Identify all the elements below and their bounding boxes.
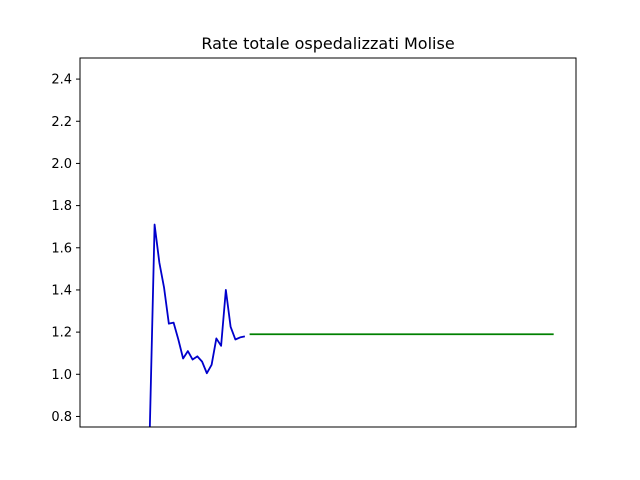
- y-tick-label: 1.0: [51, 368, 72, 383]
- y-axis: 0.8 1.0 1.2 1.4 1.6 1.8 2.0 2.2 2.4: [51, 73, 80, 425]
- y-tick-label: 1.4: [51, 283, 72, 298]
- y-tick-label: 2.4: [51, 73, 72, 88]
- axes-frame: [79, 57, 577, 428]
- y-tick-label: 2.0: [51, 157, 72, 172]
- plot-lines: [148, 223, 554, 427]
- y-tick-label: 1.8: [51, 199, 72, 214]
- series-line-1: [148, 223, 246, 427]
- y-tick-label: 0.8: [51, 410, 72, 425]
- chart-title: Rate totale ospedalizzati Molise: [201, 34, 454, 53]
- y-tick-label: 1.6: [51, 241, 72, 256]
- y-tick-label: 2.2: [51, 115, 72, 130]
- y-tick-label: 1.2: [51, 326, 72, 341]
